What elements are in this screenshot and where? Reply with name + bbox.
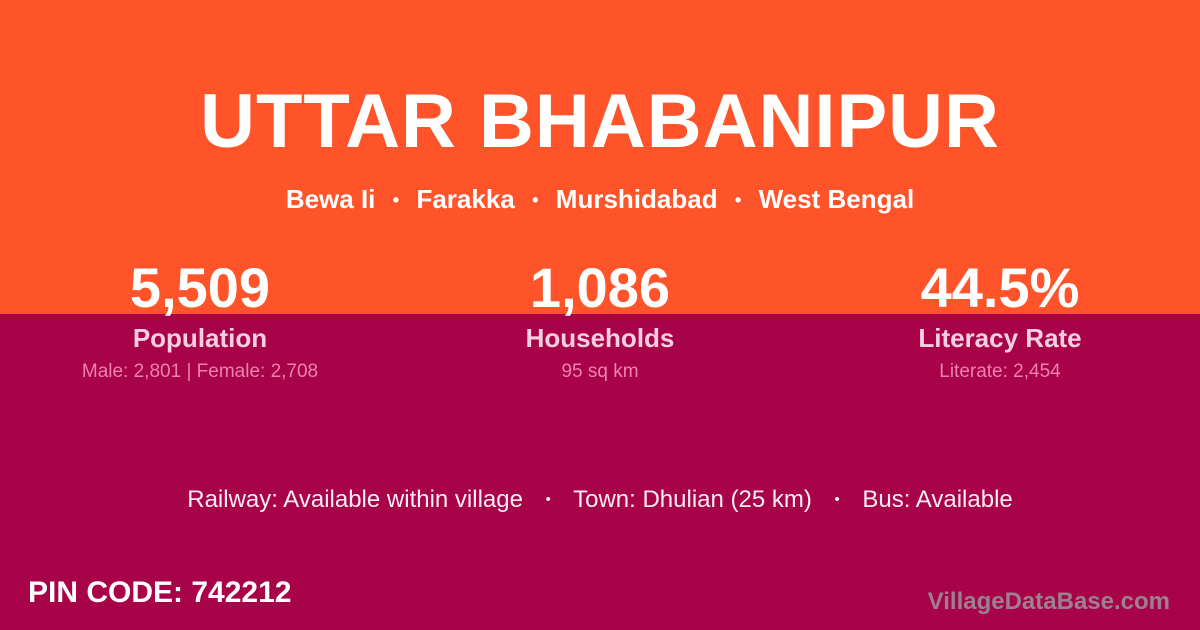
location-district: Murshidabad	[555, 184, 718, 214]
households-detail: 95 sq km	[561, 361, 639, 383]
households-label: Households	[525, 323, 675, 353]
stat-households: 1,086 Households 95 sq km	[400, 240, 800, 384]
location-gram-panchayat: Bewa Ii	[285, 184, 376, 214]
population-value: 5,509	[129, 255, 271, 319]
amenities-line: Railway: Available within village • Town…	[0, 486, 1200, 515]
bullet-separator: •	[531, 189, 539, 210]
literacy-rate-detail: Literate: 2,454	[939, 361, 1061, 383]
village-title: UTTAR BHABANIPUR	[200, 79, 1000, 164]
stat-population: 5,509 Population Male: 2,801 | Female: 2…	[0, 240, 400, 384]
population-detail: Male: 2,801 | Female: 2,708	[81, 361, 319, 383]
bullet-separator: •	[734, 189, 742, 210]
literacy-rate-label: Literacy Rate	[918, 323, 1082, 353]
nearest-town: Town: Dhulian (25 km)	[573, 486, 812, 513]
bullet-separator: •	[834, 492, 840, 508]
orange-header-background	[0, 0, 1200, 314]
stats-row: 5,509 Population Male: 2,801 | Female: 2…	[0, 240, 1200, 384]
pin-code: PIN CODE: 742212	[28, 576, 292, 609]
railway-availability: Railway: Available within village	[187, 486, 523, 513]
bus-availability: Bus: Available	[862, 486, 1013, 513]
bullet-separator: •	[392, 189, 400, 210]
stat-literacy-rate: 44.5% Literacy Rate Literate: 2,454	[800, 240, 1200, 384]
watermark-brand: VillageDataBase.com	[927, 588, 1170, 615]
location-block: Farakka	[416, 184, 515, 214]
location-breadcrumb: Bewa Ii • Farakka • Murshidabad • West B…	[0, 184, 1200, 215]
location-state: West Bengal	[758, 184, 915, 214]
literacy-rate-value: 44.5%	[920, 255, 1080, 319]
households-value: 1,086	[529, 255, 671, 319]
population-label: Population	[132, 323, 268, 353]
bullet-separator: •	[545, 492, 551, 508]
